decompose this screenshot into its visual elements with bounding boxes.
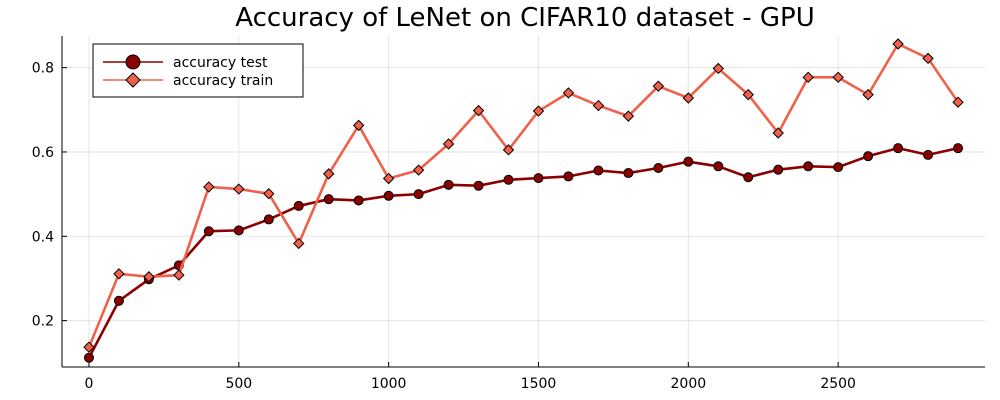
series-accuracy-test: [83, 143, 964, 363]
data-point: [293, 200, 304, 211]
data-point: [893, 143, 904, 154]
data-point: [653, 162, 664, 173]
data-point: [323, 194, 334, 205]
tick-labels: 0 500 1000 1500 2000 2500 0.2 0.4 0.6 0.8: [32, 61, 856, 392]
data-point: [413, 189, 424, 200]
legend: accuracy test accuracy train: [92, 43, 304, 98]
data-point: [622, 110, 635, 122]
series-line: [87, 146, 959, 359]
legend-box: [92, 43, 304, 98]
data-point: [892, 38, 904, 50]
data-point: [772, 127, 784, 139]
data-point: [203, 226, 214, 237]
legend-marker: [125, 72, 141, 88]
data-point: [382, 172, 395, 185]
data-point: [923, 149, 934, 160]
data-point: [143, 271, 155, 283]
chart-title: Accuracy of LeNet on CIFAR10 dataset - G…: [235, 3, 815, 33]
data-point: [263, 214, 274, 225]
data-point: [743, 172, 754, 183]
data-point: [113, 295, 124, 306]
legend-label: accuracy train: [173, 73, 273, 89]
x-tick-label: 2500: [820, 376, 856, 392]
data-point: [83, 341, 95, 353]
data-point: [233, 183, 245, 195]
x-tick-label: 1500: [521, 376, 557, 392]
data-point: [953, 143, 964, 154]
data-point: [173, 269, 185, 281]
x-tick-label: 500: [225, 376, 252, 392]
data-point: [442, 138, 455, 150]
data-point: [83, 352, 94, 363]
data-point: [293, 237, 305, 250]
y-tick-label: 0.6: [32, 145, 54, 161]
data-point: [952, 96, 964, 108]
data-point: [352, 119, 365, 132]
x-tick-label: 1000: [371, 376, 407, 392]
data-point: [682, 92, 695, 104]
data-point: [472, 104, 485, 117]
data-point: [113, 268, 125, 280]
data-point: [562, 87, 575, 99]
data-point: [533, 173, 544, 184]
data-point: [263, 187, 275, 200]
data-point: [203, 181, 215, 193]
data-point: [412, 164, 425, 176]
legend-label: accuracy test: [173, 55, 268, 71]
data-point: [623, 168, 634, 179]
data-point: [532, 105, 545, 117]
data-point: [443, 179, 454, 190]
data-point: [563, 171, 574, 182]
data-point: [713, 161, 724, 172]
data-point: [802, 71, 814, 84]
data-point: [592, 99, 605, 112]
legend-marker: [125, 54, 141, 70]
y-tick-label: 0.4: [32, 229, 54, 245]
data-point: [863, 151, 874, 162]
data-point: [652, 80, 665, 92]
data-point: [323, 168, 335, 180]
data-point: [473, 180, 484, 191]
y-tick-label: 0.2: [32, 314, 54, 330]
data-point: [833, 162, 844, 173]
series-group: [83, 38, 964, 363]
data-point: [593, 165, 604, 176]
data-point: [503, 174, 514, 185]
data-point: [502, 144, 515, 156]
data-point: [742, 88, 754, 101]
axes: [61, 36, 985, 368]
series-accuracy-train: [83, 38, 964, 353]
data-point: [773, 164, 784, 175]
data-point: [383, 190, 394, 201]
x-tick-label: 0: [85, 376, 94, 392]
data-point: [683, 156, 694, 167]
grid-lines: [62, 36, 985, 367]
y-tick-label: 0.8: [32, 61, 54, 77]
data-point: [832, 71, 844, 84]
data-point: [712, 62, 724, 75]
data-point: [862, 88, 874, 101]
data-point: [803, 161, 814, 172]
data-point: [353, 195, 364, 206]
x-tick-label: 2000: [671, 376, 707, 392]
data-point: [922, 52, 934, 65]
data-point: [233, 225, 244, 236]
